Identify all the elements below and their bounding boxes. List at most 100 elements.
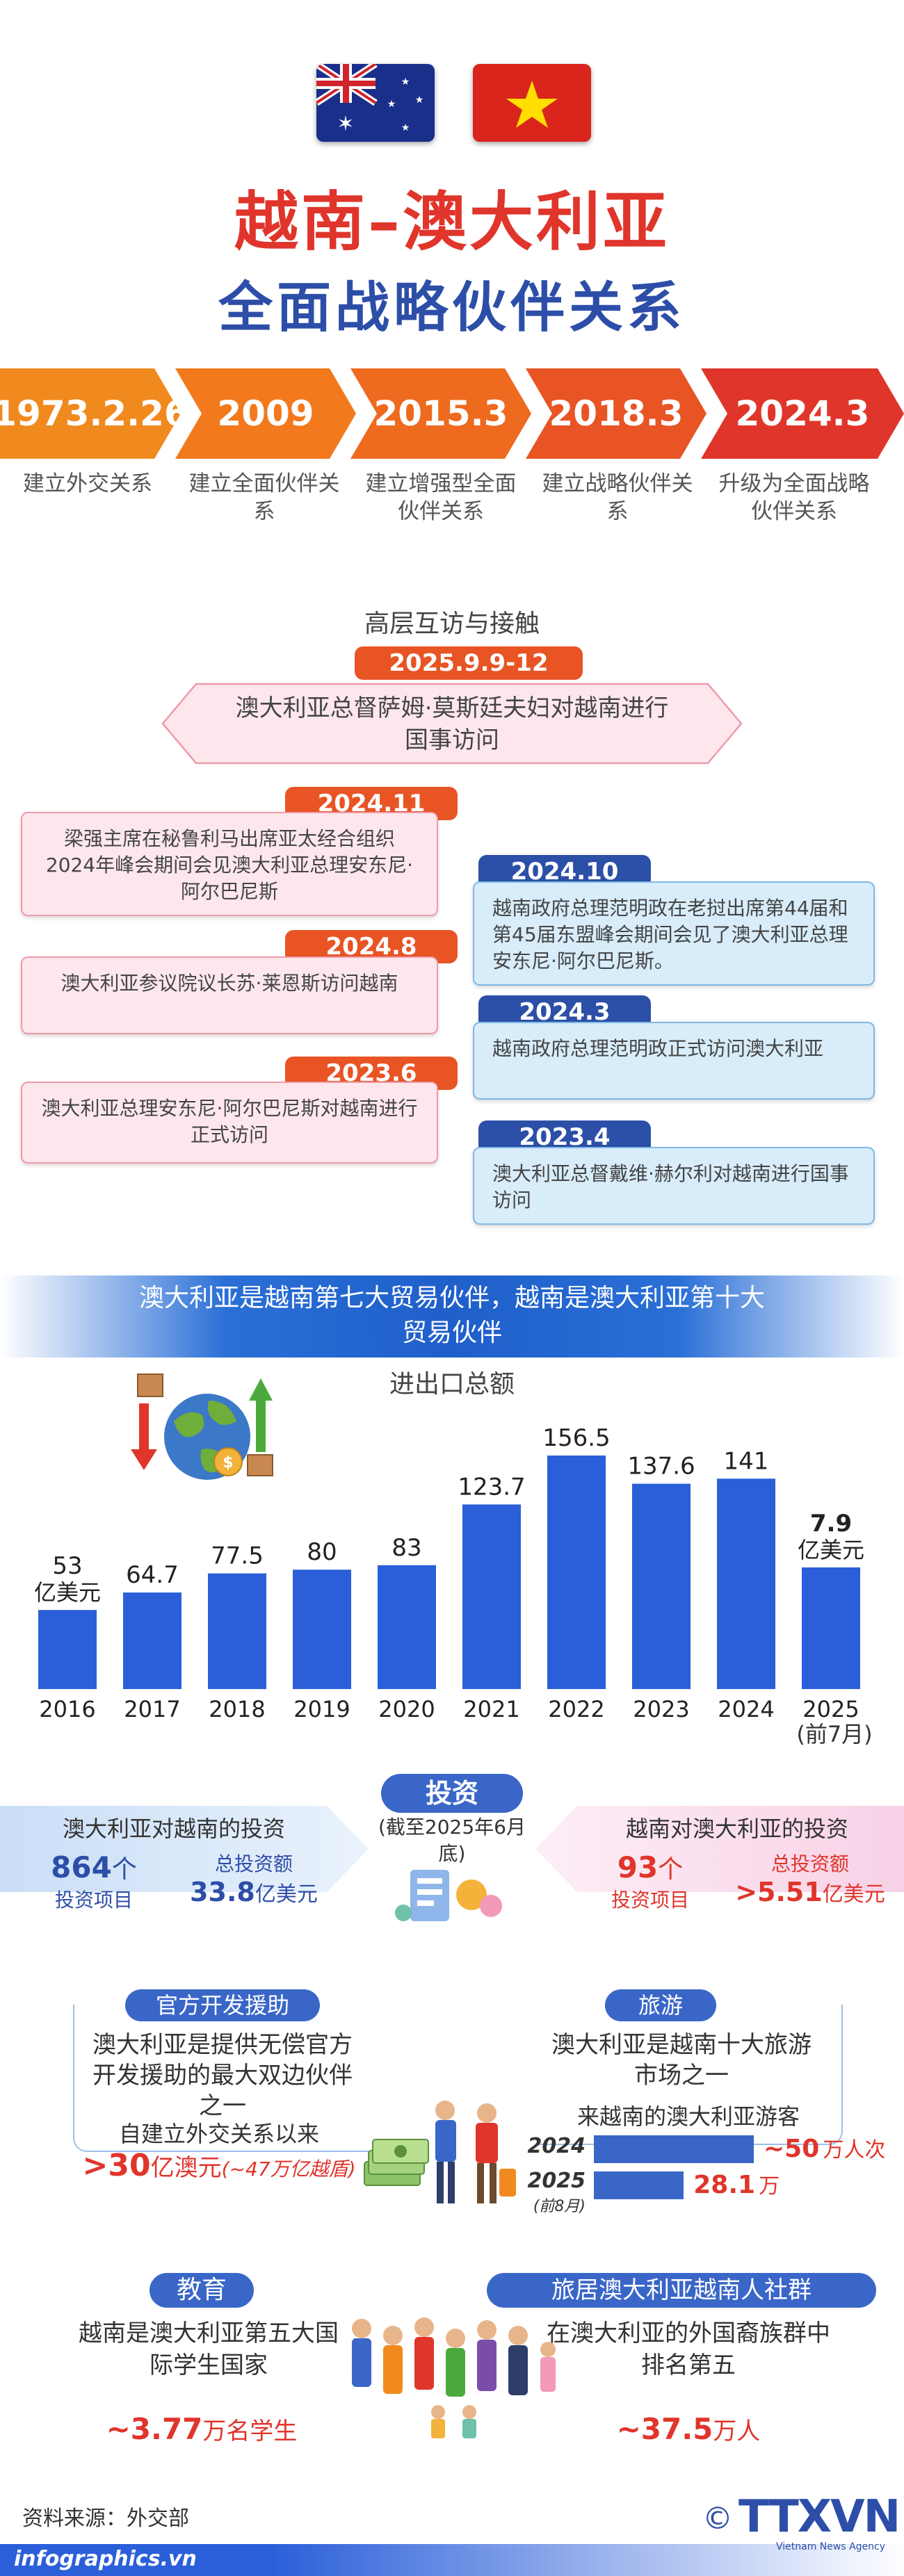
source-note: 资料来源：外交部	[22, 2506, 189, 2531]
tourism-year-2024: 2024	[527, 2134, 586, 2158]
tourism-subhead: 来越南的澳大利亚游客	[576, 2103, 800, 2130]
tourism-value-2024: ~50 万人次	[764, 2133, 885, 2163]
tick-label: 2016	[39, 1696, 95, 1722]
page-subtitle: 全面战略伙伴关系	[218, 277, 686, 339]
au-total: 总投资额 33.8亿美元	[167, 1849, 341, 1907]
investment-band	[0, 1800, 904, 1898]
education-amount-number: ~3.77	[106, 2412, 203, 2446]
ttxvn-logo: TTXVN	[738, 2491, 901, 2543]
value-label: 83	[392, 1534, 421, 1562]
vn-total: 总投资额 >5.51亿美元	[723, 1849, 897, 1907]
vn-projects-number: 93	[617, 1850, 659, 1884]
tourism-value-number: ~50	[764, 2135, 820, 2163]
timeline-arrow: 2024.3	[701, 368, 904, 459]
au-total-number: 33.8	[190, 1877, 255, 1907]
exchange-box: 梁强主席在秘鲁利马出席亚太经合组织2024年峰会期间会见澳大利亚总理安东尼·阿尔…	[21, 812, 438, 916]
bar-2019	[293, 1570, 351, 1689]
vn-total-unit: 亿美元	[822, 1882, 885, 1907]
footer-band	[0, 2544, 904, 2576]
tick-label: 2020	[378, 1696, 435, 1722]
exchange-box: 澳大利亚总理安东尼·阿尔巴尼斯对越南进行正式访问	[21, 1082, 438, 1164]
vietnam-flag	[473, 64, 591, 142]
education-text: 越南是澳大利亚第五大国际学生国家	[79, 2320, 339, 2379]
top-visit-box: 澳大利亚总督萨姆·莫斯廷夫妇对越南进行国事访问	[161, 683, 743, 765]
trade-banner-text: 澳大利亚是越南第七大贸易伙伴，越南是澳大利亚第十大贸易伙伴	[139, 1284, 766, 1347]
tourism-title: 旅游	[605, 1989, 716, 2021]
date-tag: 2025.9.9-12	[355, 646, 583, 680]
timeline-desc: 升级为全面战略伙伴关系	[718, 471, 870, 524]
bar-2025	[802, 1567, 860, 1689]
tick-label: 2024	[718, 1696, 774, 1722]
oda-amount-note: (~47万亿越盾)	[221, 2158, 356, 2180]
bar-2020	[378, 1565, 436, 1689]
svg-text:★: ★	[401, 122, 410, 133]
oda-bracket	[73, 2005, 380, 2152]
tick-label: 2017	[124, 1696, 180, 1722]
timeline-date: 2018.3	[549, 393, 684, 434]
svg-text:$: $	[223, 1454, 233, 1472]
tourists-illustration	[417, 2092, 522, 2210]
tourism-bar-2025	[594, 2171, 684, 2199]
timeline-date: 2009	[217, 393, 314, 434]
au-projects-number: 864	[51, 1850, 112, 1884]
value-label: 137.6	[627, 1453, 695, 1481]
oda-amount-unit: 亿澳元	[150, 2154, 222, 2182]
oda-amount: >30亿澳元(~47万亿越盾)	[42, 2148, 396, 2183]
investment-title: 投资	[381, 1774, 523, 1813]
top-visit-text: 澳大利亚总督萨姆·莫斯廷夫妇对越南进行国事访问	[235, 694, 669, 754]
tick-label: 2022	[548, 1696, 604, 1722]
education-amount: ~3.77万名学生	[42, 2412, 362, 2446]
tourism-value-number: 28.1	[693, 2171, 756, 2199]
exchange-box: 越南政府总理范明政在老挝出席第44届和第45届东盟峰会期间会见了澳大利亚总理安东…	[473, 881, 875, 986]
oda-since: 自建立外交关系以来	[118, 2121, 319, 2147]
timeline-date: 1973.2.26	[0, 393, 188, 434]
bar-2024	[717, 1478, 775, 1689]
people-illustration	[341, 2308, 563, 2440]
value-label: 141	[724, 1447, 769, 1475]
bar-2022	[547, 1456, 606, 1689]
tick-label: 2021	[463, 1696, 519, 1722]
value-label: 7.9	[810, 1510, 852, 1538]
community-title: 旅居澳大利亚越南人社群	[487, 2273, 876, 2308]
timeline-desc: 建立外交关系	[23, 471, 152, 496]
bar-2017	[123, 1592, 181, 1689]
bar-2016	[38, 1610, 97, 1689]
chart-note-2025: (前7月)	[796, 1721, 873, 1747]
copyright-icon: ©	[702, 2501, 733, 2536]
tick-label: 2019	[293, 1696, 350, 1722]
value-label: 77.5	[211, 1542, 264, 1570]
agency-name: Vietnam News Agency	[776, 2541, 886, 2552]
vn-projects: 93个 投资项目	[584, 1849, 716, 1913]
value-label: 53	[52, 1552, 82, 1580]
au-investment-heading: 澳大利亚对越南的投资	[62, 1816, 285, 1842]
education-title: 教育	[150, 2273, 254, 2308]
vn-projects-unit: 个	[658, 1855, 684, 1884]
tick-label: 2025	[802, 1696, 859, 1722]
oda-amount-number: >30	[82, 2148, 151, 2183]
timeline-arrow: 1973.2.26	[0, 368, 181, 459]
svg-text:✶: ✶	[337, 112, 354, 136]
tourism-bar-2024	[594, 2135, 754, 2163]
au-projects-label: 投资项目	[54, 1889, 133, 1911]
value-label: 80	[307, 1538, 337, 1566]
tick-label: 2023	[633, 1696, 689, 1722]
au-total-unit: 亿美元	[255, 1882, 318, 1907]
globe-trade-icon: $	[125, 1373, 285, 1491]
trade-chart: 53亿美元201664.7201777.52018802019832020123…	[34, 1424, 864, 1722]
community-amount: ~37.5万人	[542, 2412, 834, 2446]
timeline-date: 2024.3	[735, 393, 870, 434]
timeline-arrow: 2018.3	[526, 368, 707, 459]
timeline-arrow: 2015.3	[350, 368, 531, 459]
australia-flag: ✶ ★ ★ ★ ★	[316, 64, 435, 142]
trade-banner: 澳大利亚是越南第七大贸易伙伴，越南是澳大利亚第十大贸易伙伴	[0, 1275, 904, 1358]
investment-cutoff: (截至2025年6月底)	[378, 1816, 526, 1865]
vn-total-label: 总投资额	[770, 1852, 849, 1875]
tourism-text: 澳大利亚是越南十大旅游市场之一	[551, 2031, 812, 2089]
community-text: 在澳大利亚的外国裔族群中排名第五	[547, 2320, 830, 2379]
vn-total-number: >5.51	[735, 1877, 823, 1907]
value-label: 123.7	[458, 1473, 525, 1501]
exchange-box: 澳大利亚总督戴维·赫尔利对越南进行国事访问	[473, 1147, 875, 1225]
exchange-box: 澳大利亚参议院议长苏·莱恩斯访问越南	[21, 956, 438, 1034]
site-name[interactable]: infographics.vn	[14, 2547, 197, 2571]
exchange-box: 越南政府总理范明政正式访问澳大利亚	[473, 1022, 875, 1100]
